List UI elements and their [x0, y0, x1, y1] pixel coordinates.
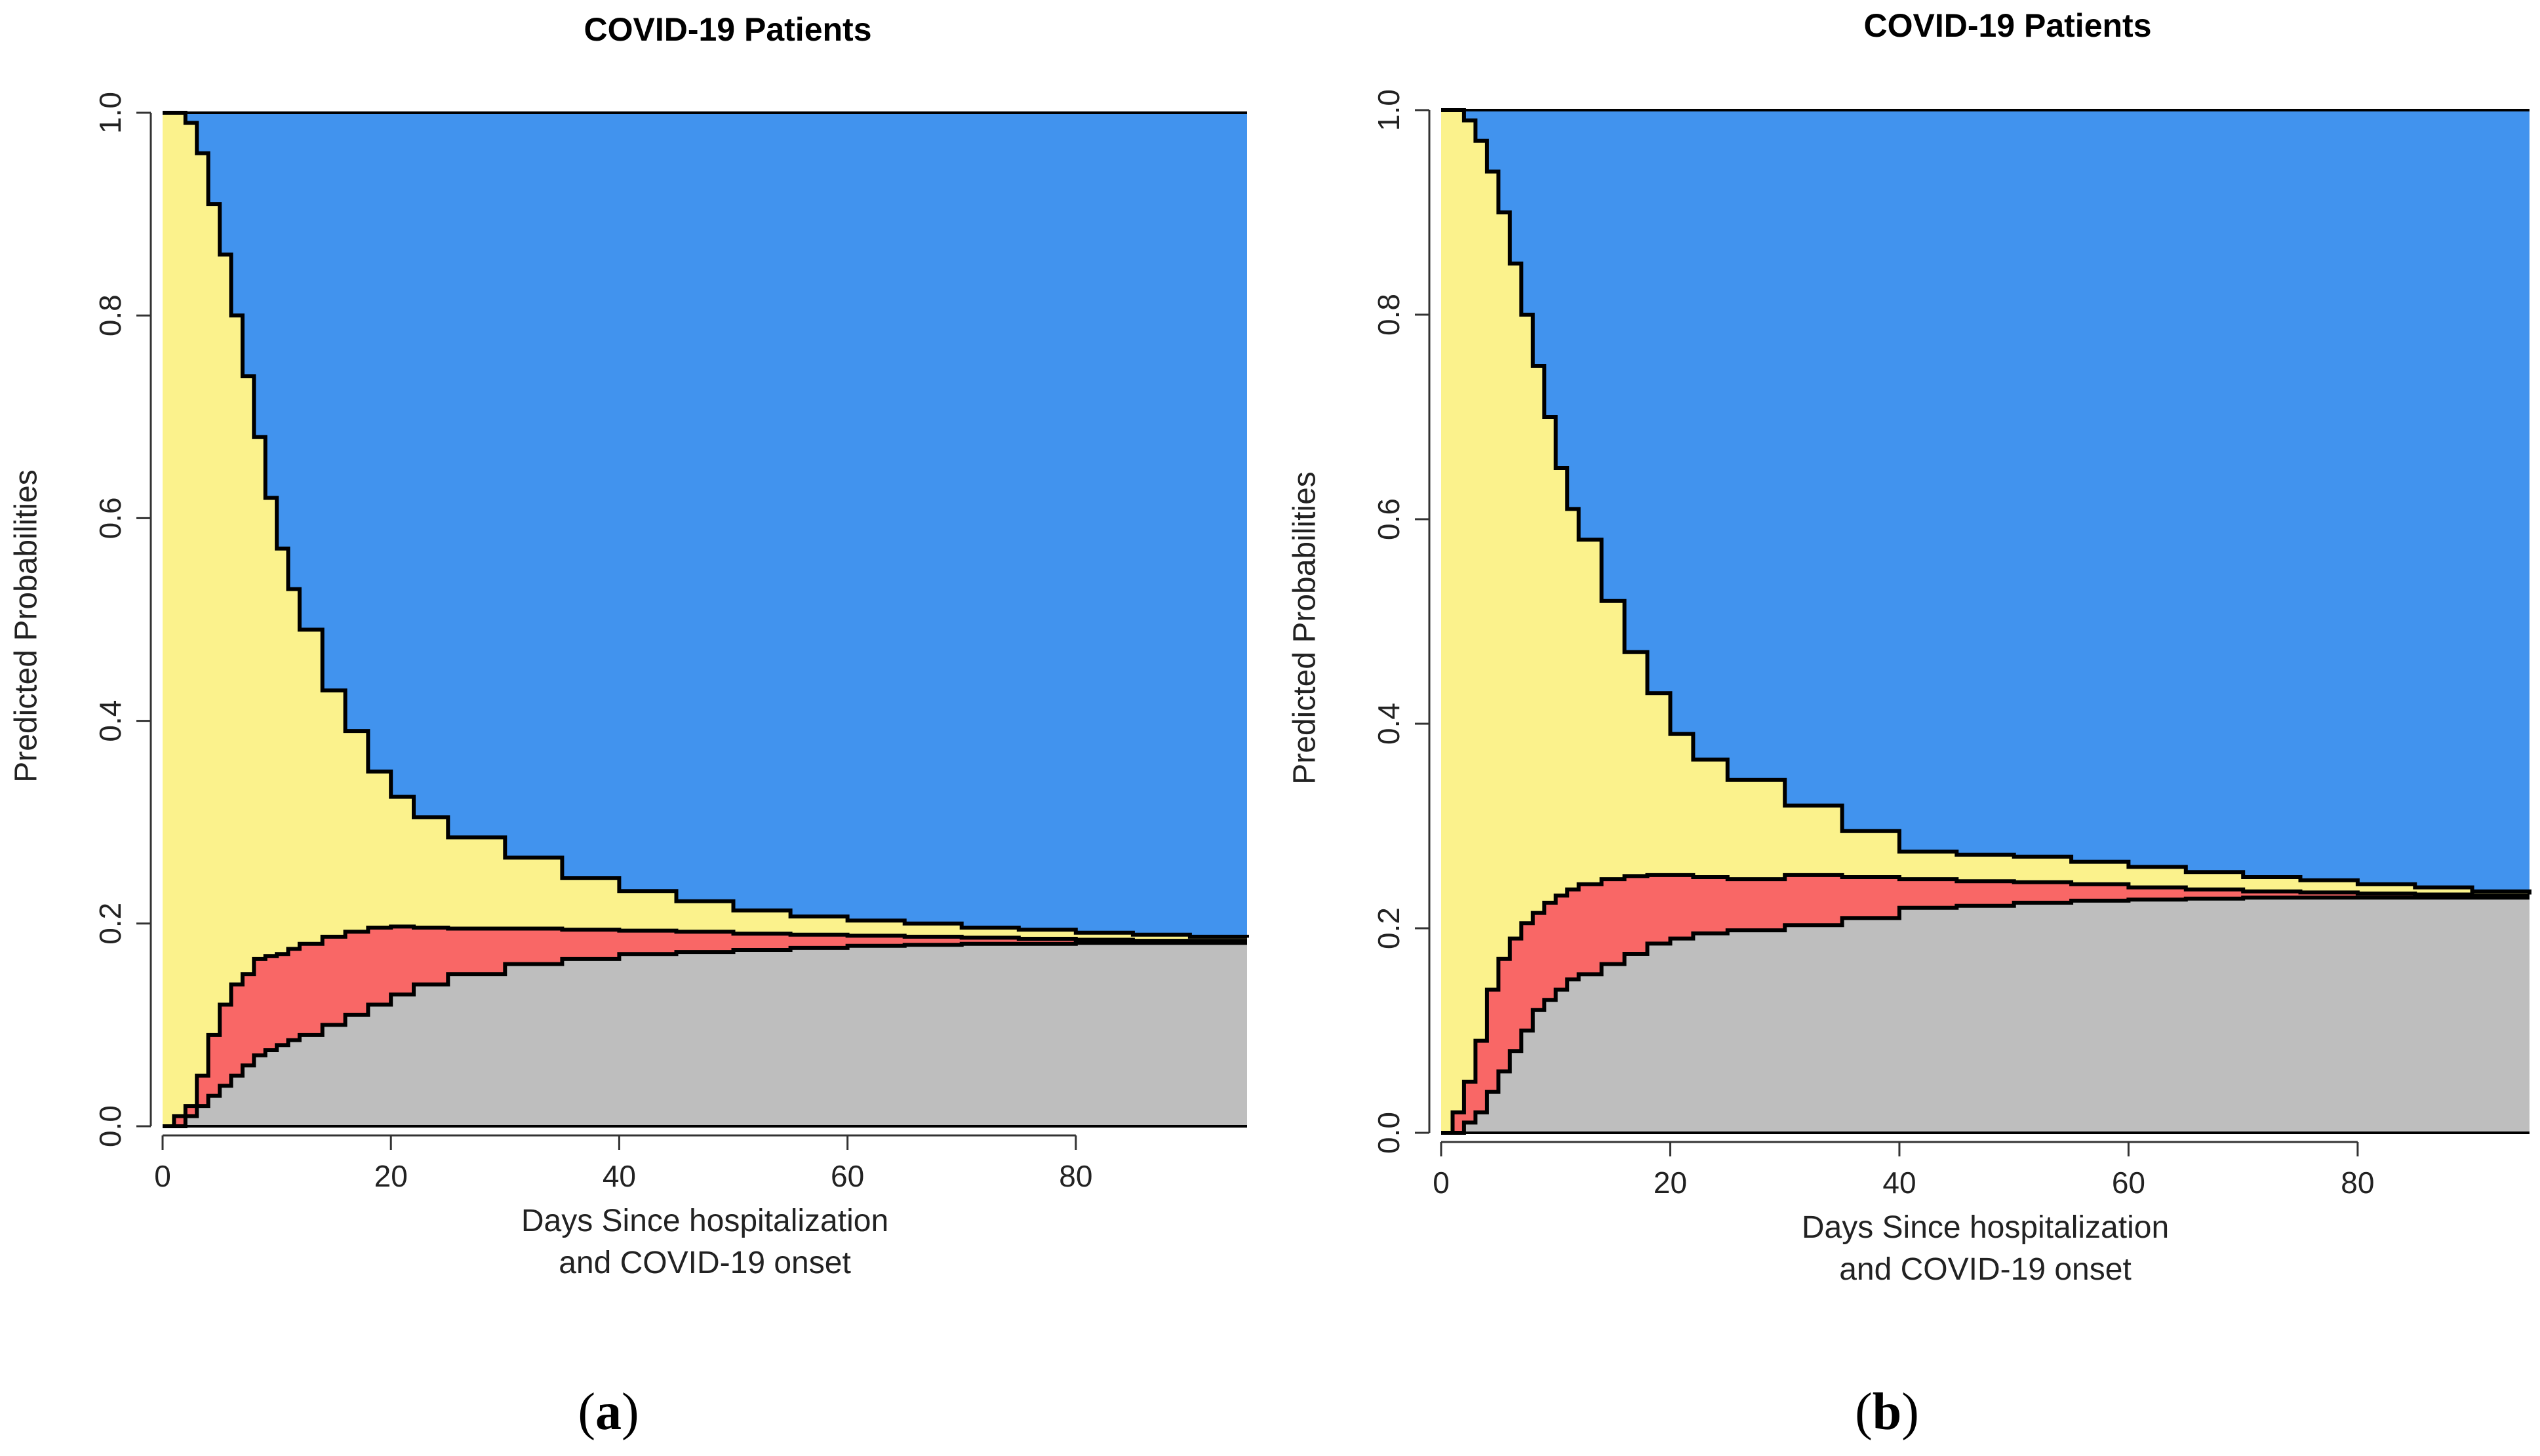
panel-caption-letter: b [1873, 1383, 1902, 1441]
x-axis-label: and COVID-19 onset [559, 1246, 851, 1280]
y-axis-label: Predicted Probabilities [1288, 471, 1322, 785]
x-tick-label: 40 [1882, 1166, 1916, 1200]
x-axis-label: and COVID-19 onset [1839, 1252, 2132, 1287]
band-red-area [163, 926, 1247, 1126]
y-tick-label: 0.0 [1372, 1112, 1406, 1154]
y-tick-label: 0.4 [1372, 703, 1406, 745]
y-tick-label: 0.4 [93, 700, 127, 742]
panel-caption: (b) [1855, 1383, 1919, 1441]
x-tick-label: 60 [2112, 1166, 2145, 1200]
y-tick-label: 1.0 [1372, 89, 1406, 131]
x-axis-label: Days Since hospitalization [521, 1204, 888, 1238]
y-tick-label: 0.8 [1372, 294, 1406, 336]
chart-title: COVID-19 Patients [584, 11, 871, 48]
x-tick-label: 20 [374, 1159, 408, 1193]
y-axis-label: Predicted Probabilities [9, 469, 44, 783]
x-tick-label: 0 [1433, 1166, 1450, 1200]
x-tick-label: 0 [154, 1159, 171, 1193]
x-tick-label: 80 [2341, 1166, 2374, 1200]
band-blue-area [1441, 110, 2530, 895]
x-tick-label: 20 [1654, 1166, 1687, 1200]
red-boundary-line [1441, 873, 2530, 1135]
band-gray-area [1441, 897, 2530, 1133]
panel-b: 0 20 40 60 80 Days Since hospitalization and C… [1288, 7, 2531, 1441]
x-tick-label: 80 [1059, 1159, 1092, 1193]
panel-a: 0 20 40 60 80 Days Since hospitalization and C… [9, 11, 1249, 1441]
y-tick-label: 0.6 [93, 497, 127, 539]
red-boundary-line [163, 924, 1247, 1128]
band-yellow-area [163, 113, 1247, 1126]
panel-caption: (a) [578, 1383, 639, 1441]
gray-boundary-line [163, 941, 1247, 1128]
band-gray-area [163, 943, 1247, 1126]
band-blue-area [163, 113, 1247, 938]
y-tick-label: 1.0 [93, 92, 127, 134]
panel-caption-letter: a [595, 1383, 622, 1441]
chart-title: COVID-19 Patients [1863, 7, 2151, 44]
yellow-boundary-line [1441, 108, 2531, 895]
y-tick-label: 0.6 [1372, 498, 1406, 540]
yellow-boundary-line [163, 111, 1249, 939]
y-tick-label: 0.2 [93, 903, 127, 945]
gray-boundary-line [1441, 895, 2530, 1135]
x-tick-label: 60 [831, 1159, 864, 1193]
y-tick-label: 0.8 [93, 294, 127, 336]
y-tick-label: 0.0 [93, 1105, 127, 1147]
x-axis-label: Days Since hospitalization [1802, 1210, 2169, 1245]
x-tick-label: 40 [603, 1159, 636, 1193]
y-tick-label: 0.2 [1372, 907, 1406, 949]
